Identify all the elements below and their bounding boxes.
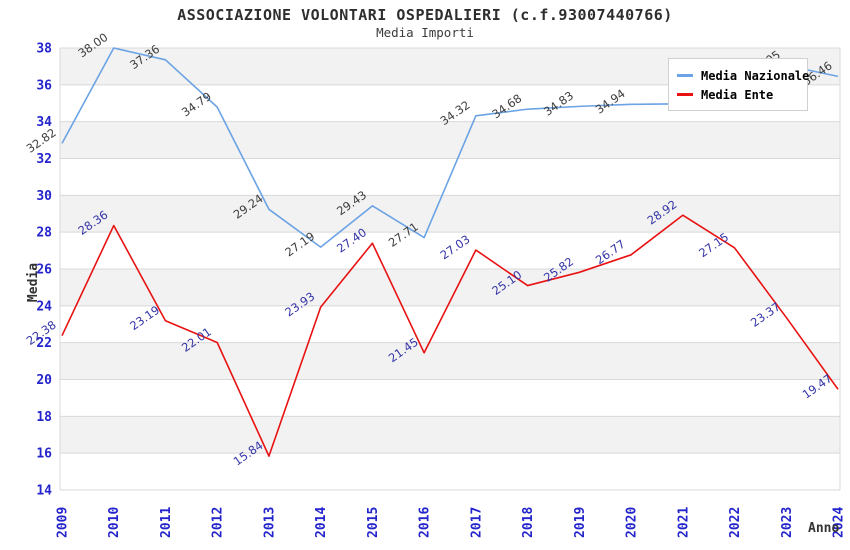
series-line-ente <box>61 214 839 457</box>
x-tick-label: 2019 <box>573 507 588 538</box>
y-axis-title: Media <box>26 262 42 303</box>
x-tick-label: 2018 <box>521 507 536 538</box>
data-label: 34.83 <box>541 88 576 118</box>
legend-label: Media Nazionale <box>701 68 810 83</box>
x-tick-label: 2011 <box>159 507 174 538</box>
legend-item-nazionale[interactable]: Media Nazionale <box>677 66 809 85</box>
y-tick-label: 16 <box>36 447 52 462</box>
x-tick-label: 2013 <box>262 507 277 538</box>
x-tick-label: 2020 <box>625 507 640 538</box>
x-tick-label: 2009 <box>56 507 71 538</box>
y-tick-label: 14 <box>36 484 52 499</box>
legend-item-ente[interactable]: Media Ente <box>677 85 799 104</box>
x-tick-label: 2015 <box>366 507 381 538</box>
data-label: 27.19 <box>282 229 317 259</box>
x-tick-label: 2012 <box>211 507 226 538</box>
x-tick-label: 2021 <box>676 507 691 538</box>
x-axis-title: Anno <box>808 521 840 536</box>
y-tick-label: 28 <box>36 226 52 241</box>
y-tick-label: 20 <box>36 373 52 388</box>
x-tick-label: 2024 <box>832 507 847 538</box>
x-tick-label: 2022 <box>728 507 743 538</box>
legend: Media Nazionale Media Ente <box>668 58 809 111</box>
x-tick-label: 2023 <box>780 507 795 538</box>
plot-band <box>60 416 840 454</box>
plot-band <box>60 195 840 233</box>
data-label: 27.03 <box>438 232 473 262</box>
y-tick-label: 32 <box>36 152 52 167</box>
data-label: 34.94 <box>593 86 628 116</box>
y-tick-label: 22 <box>36 336 52 351</box>
x-tick-label: 2010 <box>107 507 122 538</box>
y-tick-label: 34 <box>36 115 52 130</box>
line-swatch-icon <box>677 93 693 96</box>
legend-label: Media Ente <box>701 87 774 102</box>
y-tick-label: 26 <box>36 263 52 278</box>
chart-title: ASSOCIAZIONE VOLONTARI OSPEDALIERI (c.f.… <box>177 6 673 24</box>
data-label: 23.19 <box>127 303 162 333</box>
x-tick-label: 2014 <box>314 507 329 538</box>
y-tick-label: 18 <box>36 410 52 425</box>
data-label: 34.68 <box>489 91 524 121</box>
x-tick-label: 2017 <box>469 507 484 538</box>
y-tick-label: 38 <box>36 42 52 57</box>
line-swatch-icon <box>677 74 693 77</box>
y-tick-label: 36 <box>36 78 52 93</box>
x-tick-label: 2016 <box>418 507 433 538</box>
y-tick-label: 30 <box>36 189 52 204</box>
chart-subtitle: Media Importi <box>376 25 474 40</box>
data-label: 34.79 <box>179 89 214 119</box>
plot-band <box>60 342 840 380</box>
y-tick-label: 24 <box>36 299 52 314</box>
plot-band <box>60 121 840 159</box>
